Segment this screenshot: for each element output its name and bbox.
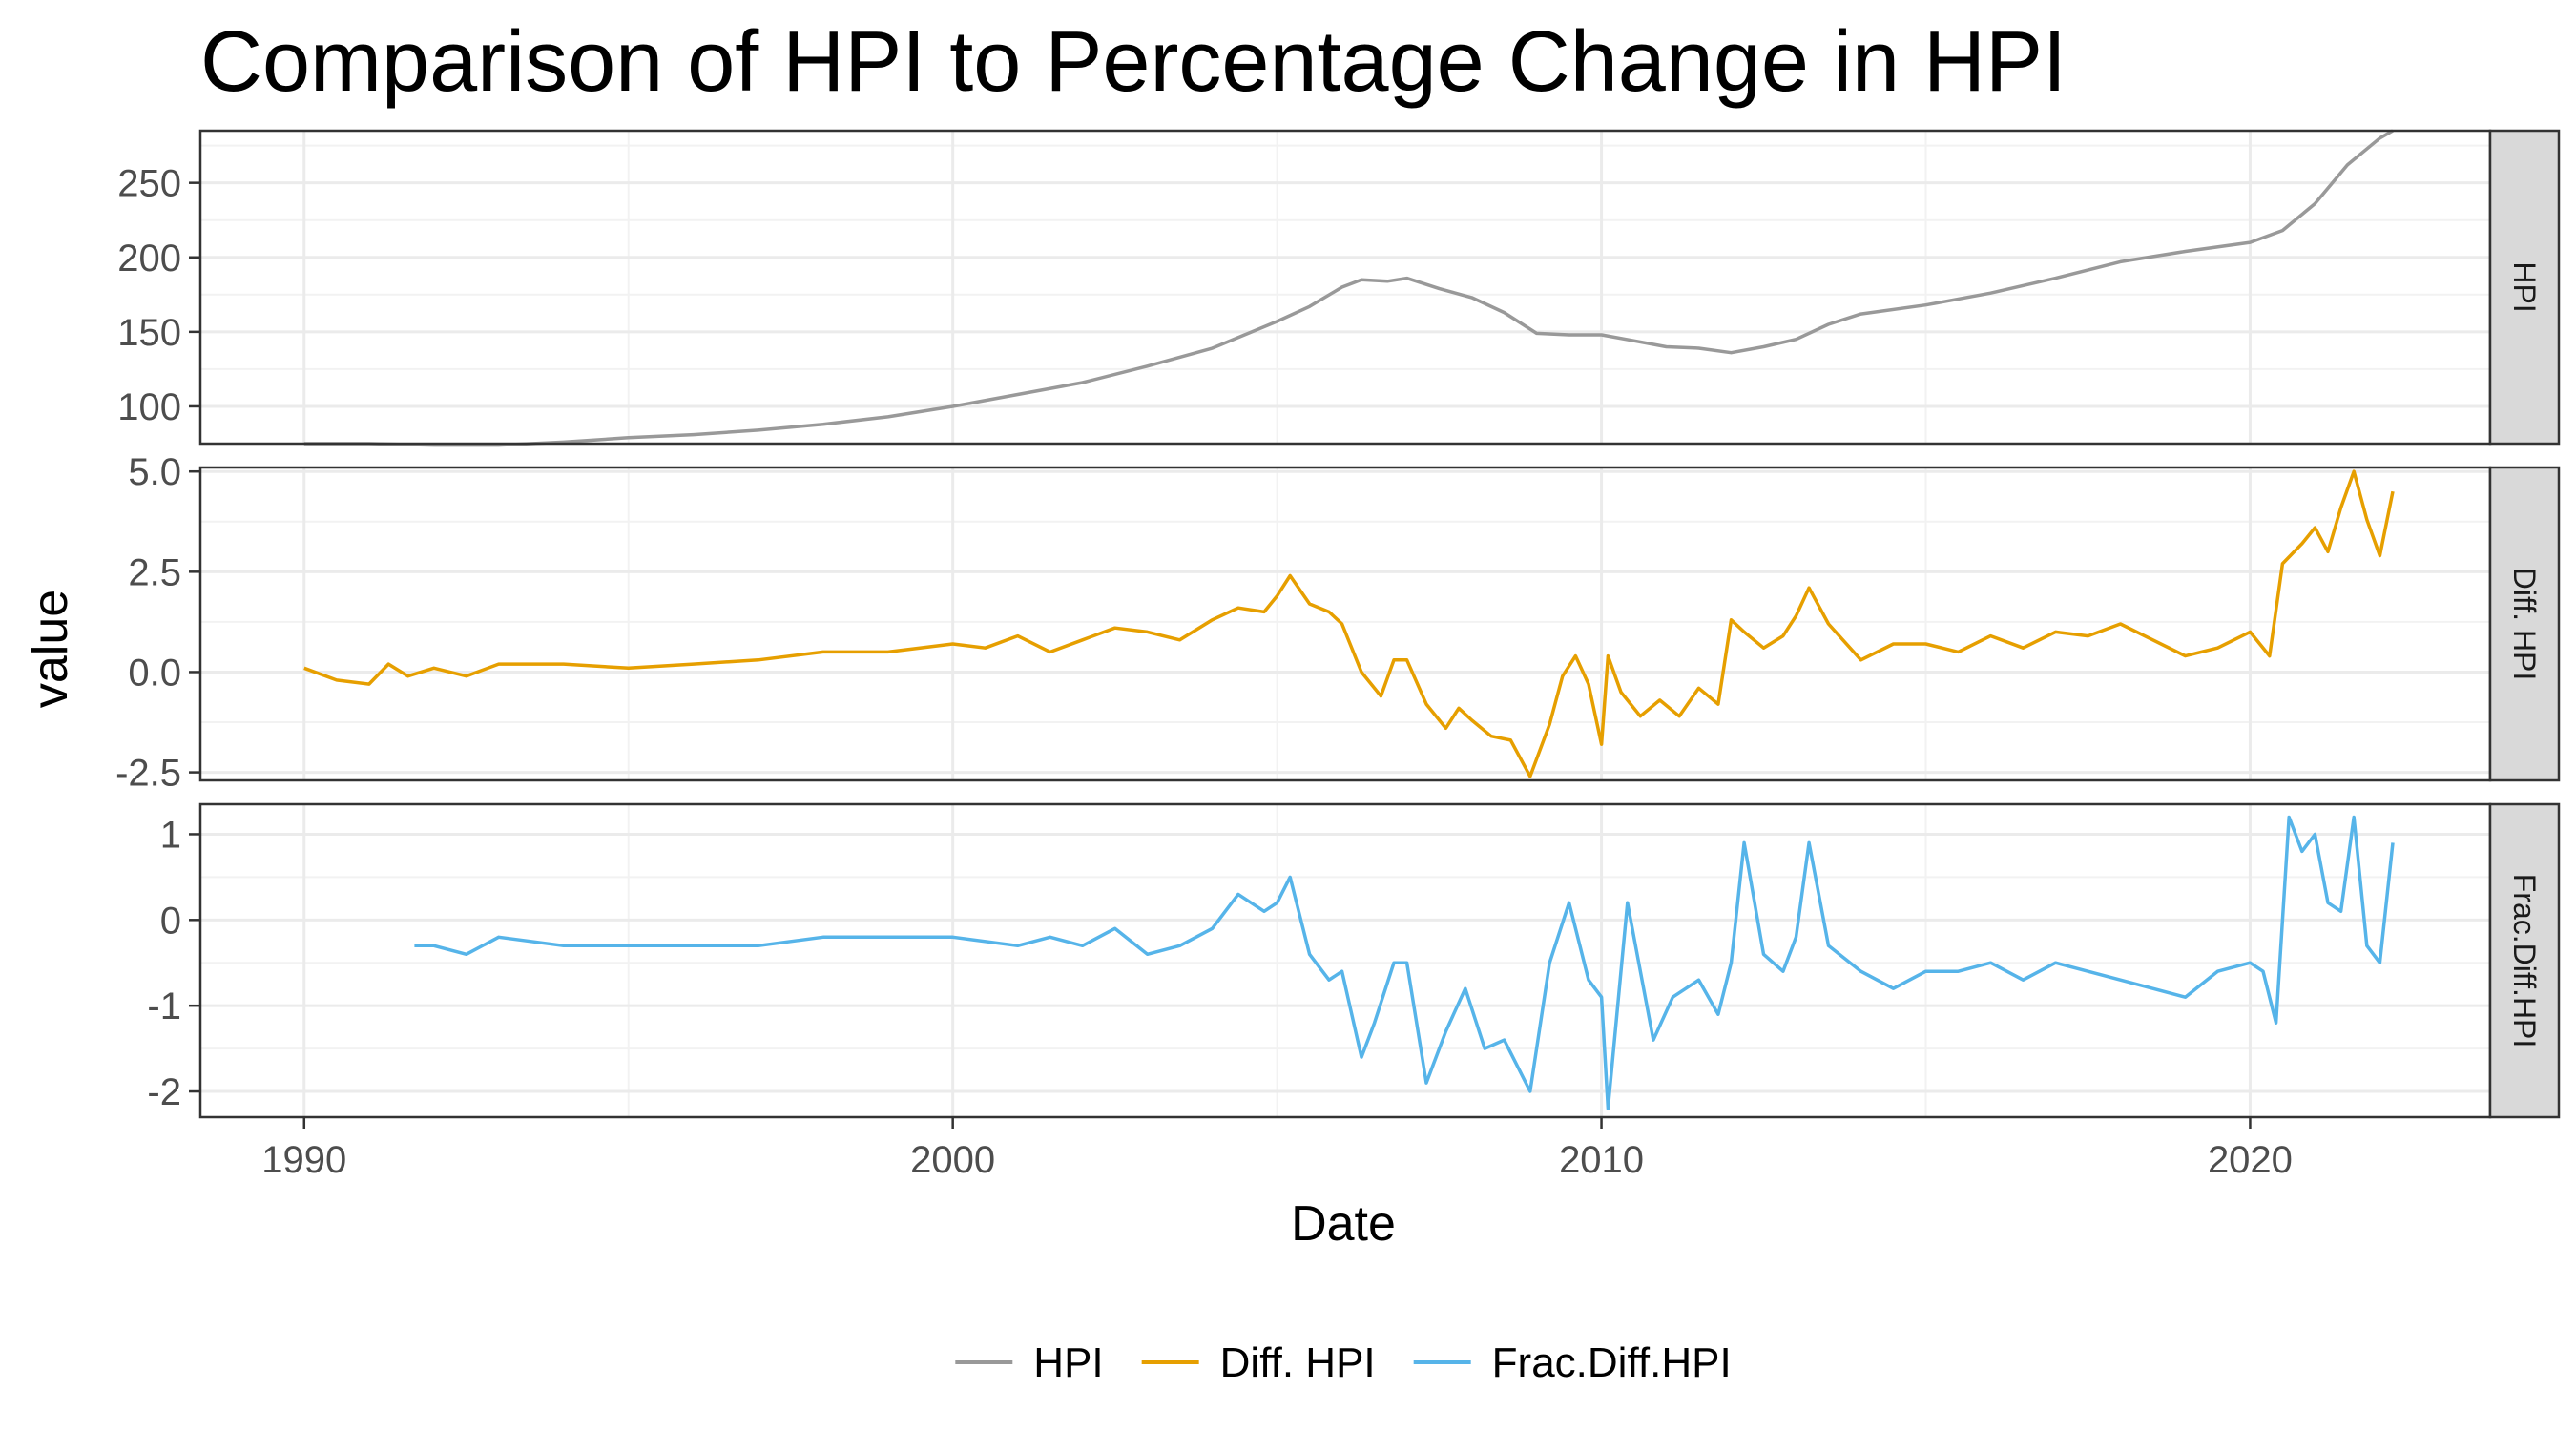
y-tick-label: 100 — [117, 386, 181, 428]
panel-background — [200, 804, 2490, 1117]
y-tick-label: 0 — [160, 900, 181, 942]
y-tick-label: 1 — [160, 814, 181, 856]
y-tick-label: -1 — [147, 985, 181, 1027]
x-tick-label: 2020 — [2208, 1139, 2293, 1181]
facet-panels: HPI 100 150 200 250 Diff. HPI -2.5 0.0 2.5 5.0 Fra… — [115, 129, 2561, 1181]
y-tick-label: 0.0 — [128, 652, 181, 694]
legend-label-hpi: HPI — [1033, 1339, 1103, 1386]
y-tick-label: 2.5 — [128, 551, 181, 593]
legend: HPI Diff. HPI Frac.Diff.HPI — [955, 1339, 1732, 1386]
y-tick-label: 5.0 — [128, 451, 181, 493]
y-tick-label: -2.5 — [115, 753, 181, 795]
series-line-diff-hpi — [303, 469, 2395, 778]
panel-background — [200, 467, 2490, 780]
strip-label-hpi: HPI — [2507, 261, 2542, 312]
series-line-frac-diff-hpi — [414, 815, 2395, 1110]
y-tick-label: 150 — [117, 312, 181, 354]
legend-label-diff-hpi: Diff. HPI — [1220, 1339, 1376, 1386]
x-axis-title: Date — [1291, 1196, 1396, 1252]
y-tick-label: 250 — [117, 163, 181, 205]
legend-label-frac-diff-hpi: Frac.Diff.HPI — [1492, 1339, 1732, 1386]
y-tick-label: 200 — [117, 238, 181, 280]
series-line-hpi — [303, 129, 2394, 447]
strip-hpi — [2488, 129, 2561, 446]
x-tick-label: 1990 — [261, 1139, 346, 1181]
x-tick-label: 2000 — [910, 1139, 995, 1181]
panel-frac-diff-hpi: Frac.Diff.HPI -2 -1 0 1 1990 2000 2010 2020 — [147, 802, 2561, 1181]
strip-label-frac-diff-hpi: Frac.Diff.HPI — [2507, 874, 2542, 1048]
x-tick-label: 2010 — [1559, 1139, 1644, 1181]
panel-diff-hpi: Diff. HPI -2.5 0.0 2.5 5.0 — [115, 451, 2561, 795]
strip-label-diff-hpi: Diff. HPI — [2507, 568, 2542, 681]
y-tick-label: -2 — [147, 1071, 181, 1113]
strip-frac-diff-hpi — [2488, 802, 2561, 1119]
panel-hpi: HPI 100 150 200 250 — [117, 129, 2561, 447]
strip-diff-hpi — [2488, 466, 2561, 782]
y-axis-title: value — [23, 590, 78, 708]
chart-title: Comparison of HPI to Percentage Change i… — [200, 14, 2067, 110]
